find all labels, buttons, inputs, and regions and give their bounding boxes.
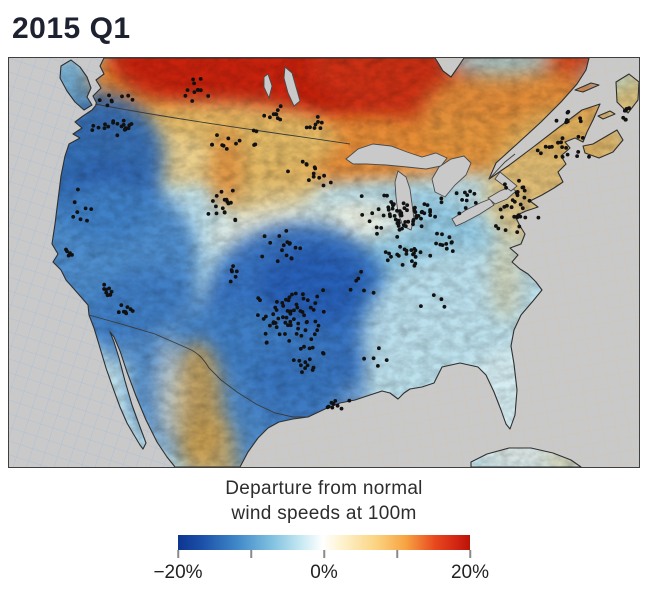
colorbar-legend: Departure from normal wind speeds at 100… (0, 476, 648, 586)
map-frame (8, 57, 640, 468)
colorbar-gradient (178, 535, 470, 550)
colorbar: −20% 0% 20% (153, 535, 489, 586)
wind-anomaly-map (9, 58, 639, 467)
coastlines (51, 58, 639, 467)
colorbar-tick (396, 550, 398, 558)
legend-title: Departure from normal wind speeds at 100… (0, 476, 648, 526)
colorbar-ticks (177, 550, 471, 559)
colorbar-label-max: 20% (450, 562, 490, 583)
figure-title: 2015 Q1 (12, 12, 131, 45)
legend-title-line2: wind speeds at 100m (231, 503, 417, 524)
colorbar-tick (469, 550, 471, 558)
colorbar-tick (323, 550, 325, 558)
country-borders (88, 103, 516, 418)
colorbar-label-min: −20% (153, 562, 203, 583)
colorbar-tick (250, 550, 252, 558)
colorbar-label-zero: 0% (310, 562, 338, 583)
colorbar-tick (177, 550, 179, 558)
colorbar-labels: −20% 0% 20% (153, 562, 489, 586)
legend-title-line1: Departure from normal (225, 478, 423, 499)
wind-plant-dots (64, 77, 631, 411)
